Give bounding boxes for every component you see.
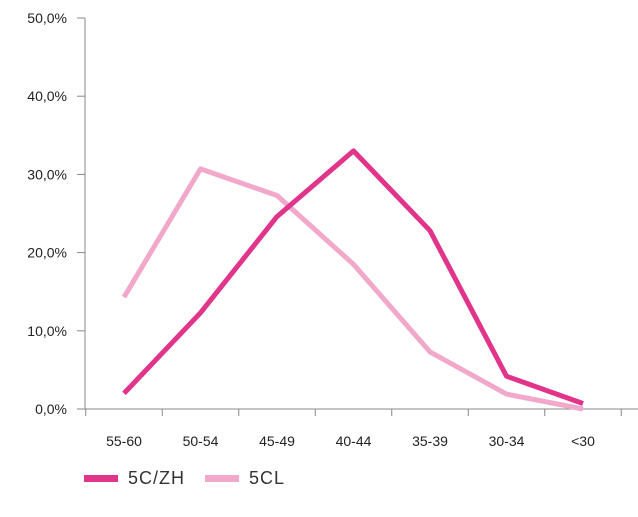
legend-item-series-1: 5C/ZH <box>84 468 185 489</box>
y-tick-label: 20,0% <box>27 245 67 261</box>
x-tick-label: 30-34 <box>489 433 525 449</box>
x-tick-label: 50-54 <box>183 433 219 449</box>
series-line-2 <box>121 166 584 412</box>
legend-label-series-2: 5CL <box>249 468 286 488</box>
y-tick-label: 0,0% <box>35 401 67 417</box>
y-tick-label: 10,0% <box>27 323 67 339</box>
legend-swatch-series-2 <box>205 475 240 482</box>
series-layer <box>121 148 584 412</box>
x-tick-label: 40-44 <box>336 433 372 449</box>
y-tick-label: 30,0% <box>27 166 67 182</box>
x-axis: 55-60 50-54 45-49 40-44 35-39 30-34 <30 <box>85 408 638 449</box>
x-tick-label: 45-49 <box>259 433 295 449</box>
series-line-1 <box>122 148 584 406</box>
x-tick-label: 35-39 <box>412 433 448 449</box>
x-tick-label: 55-60 <box>106 433 142 449</box>
legend: 5C/ZH 5CL <box>84 468 305 489</box>
y-tick-label: 50,0% <box>27 10 67 26</box>
legend-item-series-2: 5CL <box>205 468 285 489</box>
x-tick-label: <30 <box>571 433 595 449</box>
y-axis: 0,0% 10,0% 20,0% 30,0% 40,0% 50,0% <box>27 10 86 417</box>
legend-label-series-1: 5C/ZH <box>128 468 186 488</box>
legend-swatch-series-1 <box>84 475 118 482</box>
y-tick-label: 40,0% <box>27 88 67 104</box>
